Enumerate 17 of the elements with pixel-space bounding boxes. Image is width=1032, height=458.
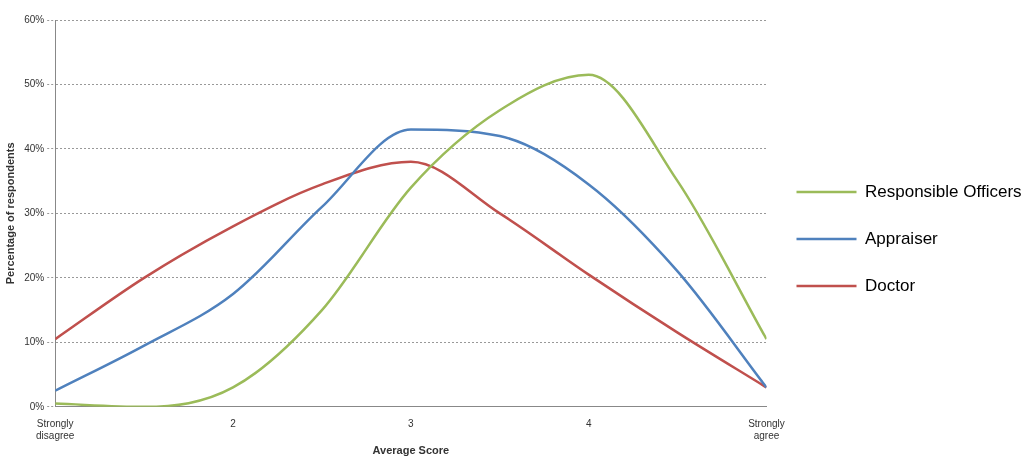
y-axis-title: Percentage of respondents bbox=[3, 142, 16, 285]
legend-label: Responsible Officers bbox=[865, 181, 1022, 201]
y-tick-label: 60% bbox=[24, 13, 45, 25]
y-tick-label: 40% bbox=[24, 142, 45, 154]
y-tick-label: 10% bbox=[24, 336, 45, 348]
y-tick-label: 0% bbox=[29, 400, 45, 412]
legend-label: Appraiser bbox=[865, 228, 939, 248]
x-tick-label: 4 bbox=[585, 417, 592, 429]
x-tick-label: 3 bbox=[408, 417, 415, 429]
legend-label: Doctor bbox=[865, 275, 916, 295]
x-tick-label: 2 bbox=[230, 417, 237, 429]
x-tick-label: Strongly disagree bbox=[36, 417, 75, 441]
x-axis-title: Average Score bbox=[372, 444, 450, 457]
y-tick-label: 20% bbox=[24, 271, 45, 283]
y-tick-label: 30% bbox=[24, 207, 45, 219]
y-tick-label: 50% bbox=[24, 78, 45, 90]
x-tick-label: Strongly agree bbox=[748, 417, 785, 441]
